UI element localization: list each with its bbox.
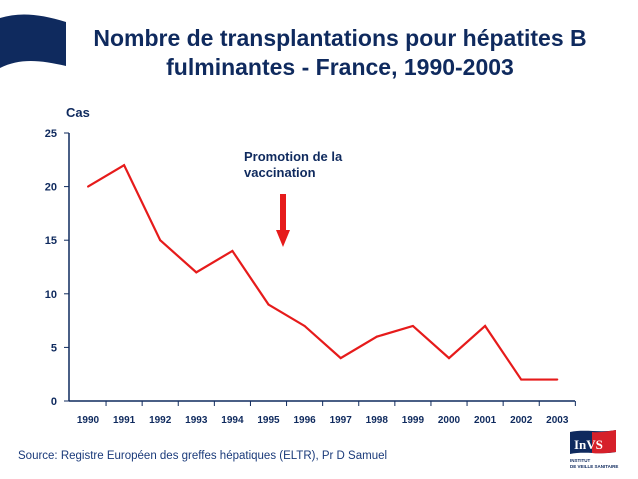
y-tick-label: 20 bbox=[45, 182, 57, 194]
y-tick-label: 5 bbox=[51, 342, 57, 354]
annotation-line-1: Promotion de la bbox=[244, 149, 343, 164]
data-point-1994 bbox=[231, 249, 234, 252]
svg-text:DE VEILLE SANITAIRE: DE VEILLE SANITAIRE bbox=[570, 464, 618, 469]
source-note: Source: Registre Européen des greffes hé… bbox=[18, 450, 388, 462]
x-tick-label: 1998 bbox=[366, 415, 389, 426]
arrow-down-icon bbox=[276, 194, 290, 247]
y-tick-label: 0 bbox=[51, 396, 57, 408]
data-point-1999 bbox=[411, 324, 414, 327]
svg-text:INSTITUT: INSTITUT bbox=[570, 458, 590, 463]
title-line-1: Nombre de transplantations pour hépatite… bbox=[93, 25, 587, 51]
x-tick-label: 1990 bbox=[77, 415, 100, 426]
svg-text:InVS: InVS bbox=[574, 437, 603, 452]
data-point-1992 bbox=[159, 239, 162, 242]
data-point-1996 bbox=[303, 324, 306, 327]
flag-logo bbox=[0, 14, 66, 68]
x-tick-label: 2002 bbox=[510, 415, 533, 426]
data-point-2002 bbox=[520, 378, 523, 381]
x-tick-label: 2000 bbox=[438, 415, 461, 426]
y-tick-label: 25 bbox=[45, 128, 57, 140]
series-line bbox=[87, 163, 558, 381]
x-tick-label: 1994 bbox=[221, 415, 244, 426]
title-line-2: fulminantes - France, 1990-2003 bbox=[166, 54, 514, 80]
data-point-2001 bbox=[484, 324, 487, 327]
x-tick-label: 1992 bbox=[149, 415, 172, 426]
x-tick-label: 1993 bbox=[185, 415, 208, 426]
data-point-1991 bbox=[123, 164, 126, 167]
x-tick-label: 2003 bbox=[546, 415, 569, 426]
annotation-line-2: vaccination bbox=[244, 165, 316, 180]
data-point-1998 bbox=[375, 335, 378, 338]
data-point-2003 bbox=[556, 378, 559, 381]
invs-logo: InVS INSTITUT DE VEILLE SANITAIRE bbox=[570, 430, 618, 469]
data-point-2000 bbox=[448, 357, 450, 360]
page-title: Nombre de transplantations pour hépatite… bbox=[60, 24, 620, 82]
x-tick-label: 1996 bbox=[293, 415, 316, 426]
x-tick-label: 1995 bbox=[257, 415, 280, 426]
data-point-1993 bbox=[195, 271, 198, 274]
y-tick-label: 15 bbox=[45, 235, 57, 247]
x-tick-label: 1991 bbox=[113, 415, 136, 426]
data-point-1997 bbox=[339, 357, 342, 360]
y-tick-label: 10 bbox=[45, 289, 57, 301]
data-point-1995 bbox=[267, 303, 270, 306]
data-point-1990 bbox=[87, 185, 89, 188]
y-axis-label: Cas bbox=[66, 105, 90, 120]
x-tick-label: 1999 bbox=[402, 415, 425, 426]
x-tick-label: 1997 bbox=[330, 415, 353, 426]
x-tick-label: 2001 bbox=[474, 415, 497, 426]
